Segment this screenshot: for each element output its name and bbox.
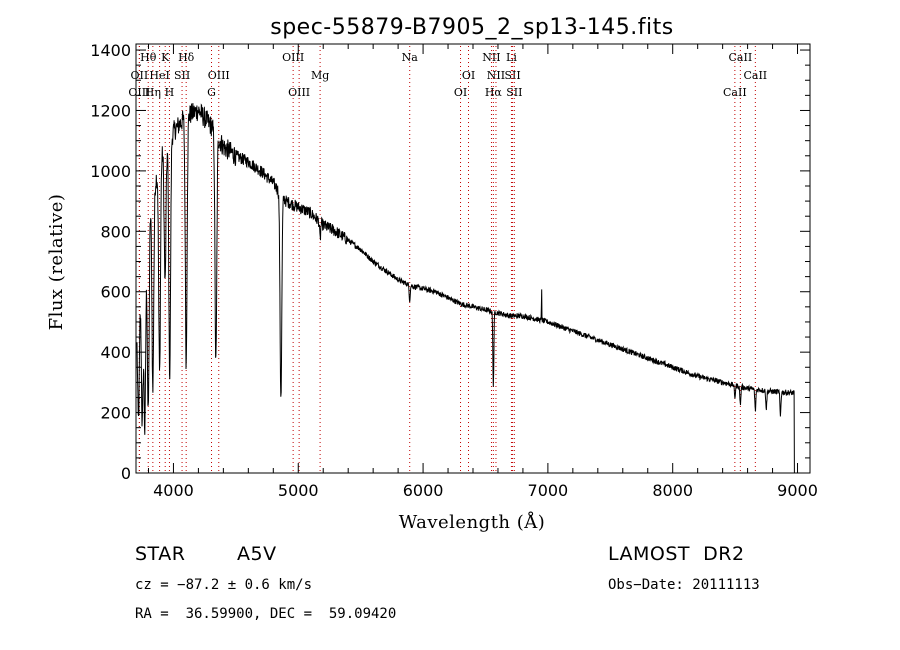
line-marker-label: G: [207, 86, 216, 99]
x-tick-label: 9000: [777, 481, 818, 500]
line-marker-label: OIII: [208, 69, 230, 82]
line-marker-label: OIII: [288, 86, 310, 99]
line-marker-label: OI: [454, 86, 467, 99]
observation-date: Obs−Date: 20111113: [608, 577, 760, 593]
y-tick-label: 800: [100, 222, 131, 241]
line-marker-label: Hη: [145, 86, 161, 99]
x-tick-label: 4000: [153, 481, 194, 500]
line-marker-label: SII: [174, 69, 190, 82]
y-tick-label: 200: [100, 404, 131, 423]
line-marker-label: OIII: [282, 51, 304, 64]
coordinates: RA = 36.59900, DEC = 59.09420: [135, 606, 397, 622]
y-axis-label: Flux (relative): [46, 194, 67, 331]
line-marker-label: OII: [131, 69, 149, 82]
line-marker-label: Hδ: [178, 51, 195, 64]
line-marker-label: HeI: [149, 69, 169, 82]
line-marker-label: Na: [402, 51, 419, 64]
redshift-velocity: cz = −87.2 ± 0.6 km/s: [135, 577, 313, 593]
x-axis-label: Wavelength (Å): [399, 511, 546, 533]
y-tick-label: 1000: [90, 162, 131, 181]
line-marker-label: H: [165, 86, 175, 99]
line-marker-label: NII: [487, 69, 505, 82]
x-tick-label: 7000: [528, 481, 569, 500]
survey-name: LAMOST DR2: [608, 543, 745, 565]
object-class: STAR: [135, 543, 186, 565]
line-marker-label: SII: [504, 69, 520, 82]
y-tick-label: 1400: [90, 41, 131, 60]
x-tick-label: 5000: [278, 481, 319, 500]
line-marker-label: OIII: [128, 86, 150, 99]
y-tick-label: 0: [121, 464, 131, 483]
y-tick-label: 400: [100, 343, 131, 362]
plot-frame: [135, 43, 811, 474]
line-marker-label: NII: [482, 51, 500, 64]
line-marker-label: Li: [506, 51, 517, 64]
line-marker-label: SII: [506, 86, 522, 99]
y-tick-label: 1200: [90, 101, 131, 120]
x-tick-label: 6000: [403, 481, 444, 500]
line-marker-label: CaII: [729, 51, 753, 64]
x-tick-label: 8000: [652, 481, 693, 500]
chart-title: spec-55879-B7905_2_sp13-145.fits: [270, 15, 674, 40]
line-marker-label: CaII: [723, 86, 747, 99]
spectral-subclass: A5V: [237, 543, 277, 565]
y-tick-label: 600: [100, 283, 131, 302]
line-marker-label: Hα: [485, 86, 503, 99]
line-marker-label: K: [161, 51, 170, 64]
spectrum-line: [136, 103, 795, 474]
line-marker-label: Mg: [311, 69, 329, 82]
line-marker-label: CaII: [743, 69, 767, 82]
line-marker-label: OI: [462, 69, 475, 82]
line-marker-label: Hθ: [140, 51, 157, 64]
